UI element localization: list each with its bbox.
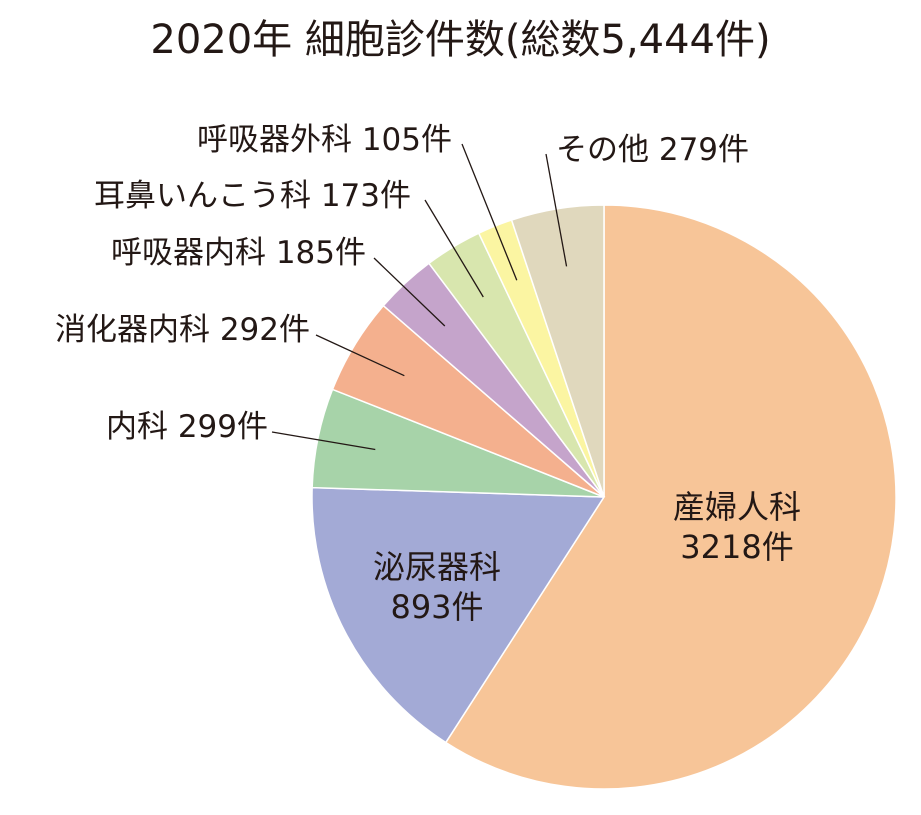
slice-label: 内科 299件 — [106, 409, 268, 445]
slice-label: 消化器内科 292件 — [55, 312, 310, 348]
slice-label: 泌尿器科 893件 — [373, 548, 501, 626]
slice-label: 呼吸器内科 185件 — [111, 235, 366, 271]
slice-label: 産婦人科 3218件 — [673, 488, 801, 566]
pie-slice — [510, 204, 605, 498]
leader-line — [461, 143, 518, 281]
pie-slice — [311, 486, 606, 744]
slice-label: 耳鼻いんこう科 173件 — [94, 178, 411, 214]
slice-label: 呼吸器外科 105件 — [197, 122, 452, 158]
leader-line — [315, 334, 405, 377]
leader-line — [545, 153, 568, 267]
leader-line — [424, 199, 484, 298]
leader-lines — [271, 143, 568, 451]
leader-line — [271, 431, 376, 451]
pie-slices — [311, 204, 897, 790]
leader-line — [373, 257, 446, 327]
chart-title: 2020年 細胞診件数(総数5,444件) — [150, 17, 771, 63]
pie-slice — [444, 204, 897, 790]
slice-label: その他 279件 — [556, 132, 749, 168]
